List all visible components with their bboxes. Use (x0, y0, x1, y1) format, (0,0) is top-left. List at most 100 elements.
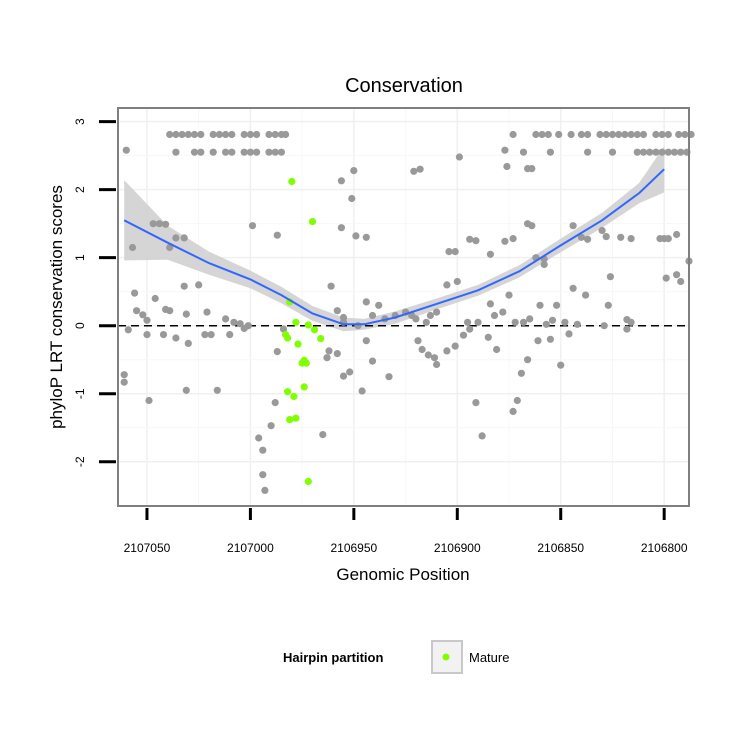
data-point (433, 308, 441, 316)
data-points (120, 130, 695, 494)
data-point (542, 320, 550, 328)
data-point (253, 148, 261, 156)
chart-title: Conservation (345, 75, 463, 97)
data-point (509, 407, 517, 415)
data-point (664, 148, 672, 156)
data-point (627, 318, 635, 326)
data-point (598, 226, 606, 235)
data-point (248, 222, 257, 230)
legend: Hairpin partition Mature (283, 640, 509, 674)
data-point (606, 273, 615, 281)
data-point (184, 130, 192, 139)
loess-smooth-line (123, 168, 665, 326)
data-point (350, 167, 358, 175)
data-point (124, 326, 132, 334)
data-point (584, 148, 592, 156)
y-axis: -2 -1 0 1 2 3 (73, 118, 116, 467)
data-point (354, 322, 362, 330)
mature-point (284, 388, 292, 396)
data-point (120, 378, 128, 386)
data-point (337, 224, 345, 232)
data-point (474, 318, 482, 326)
data-point (519, 318, 528, 326)
legend-title: Hairpin partition (283, 650, 383, 665)
mature-point (310, 326, 319, 334)
data-point (582, 291, 590, 299)
data-point (528, 165, 536, 173)
data-point (207, 331, 215, 339)
data-point (662, 274, 670, 282)
data-point (658, 148, 666, 156)
data-point (271, 399, 279, 407)
mature-point (308, 218, 317, 226)
data-point (259, 471, 267, 479)
data-point (639, 130, 648, 139)
data-point (143, 316, 151, 324)
data-point (222, 315, 230, 323)
x-axis: 2107050 2107000 2106950 2106900 2106850 21068… (124, 508, 688, 555)
data-point (319, 431, 327, 439)
data-point (172, 234, 180, 242)
data-point (143, 331, 151, 339)
data-point (197, 130, 205, 139)
data-point (162, 220, 170, 228)
data-point (182, 386, 190, 394)
data-point (505, 291, 513, 299)
data-point (513, 396, 521, 405)
data-point (509, 130, 517, 139)
data-point (459, 331, 468, 339)
data-point (368, 311, 377, 320)
data-point (658, 130, 666, 139)
data-point (453, 277, 461, 286)
data-point (178, 130, 186, 139)
data-point (184, 339, 192, 347)
data-point (412, 315, 420, 323)
data-point (333, 307, 341, 315)
data-point (540, 260, 548, 269)
data-point (426, 311, 434, 320)
mature-point (300, 383, 308, 391)
data-point (561, 318, 569, 326)
data-point (190, 148, 199, 156)
data-point (190, 130, 199, 139)
data-point (172, 334, 180, 342)
data-point (410, 167, 418, 175)
y-tick-label: 0 (73, 322, 87, 329)
data-point (166, 130, 174, 139)
data-point (569, 222, 577, 230)
data-point (652, 148, 660, 156)
data-point (422, 318, 430, 326)
data-point (573, 320, 581, 328)
data-point (267, 422, 275, 430)
data-point (472, 399, 480, 407)
data-point (259, 446, 267, 454)
data-point (555, 130, 563, 139)
x-tick-label: 2107000 (227, 541, 274, 555)
data-point (348, 194, 356, 203)
data-point (633, 130, 641, 139)
mature-point (292, 318, 300, 326)
data-point (532, 130, 540, 139)
data-point (584, 130, 592, 139)
data-point (509, 235, 517, 243)
data-point (646, 148, 654, 156)
data-point (443, 347, 451, 355)
data-point (273, 348, 281, 356)
data-point (159, 331, 168, 339)
data-point (486, 300, 494, 308)
data-point (149, 220, 157, 228)
data-point (375, 301, 383, 309)
data-point (133, 307, 141, 315)
mature-point (292, 414, 300, 422)
mature-point (304, 477, 312, 486)
data-point (534, 337, 542, 345)
data-point (337, 177, 345, 185)
data-point (209, 148, 217, 156)
data-point (277, 148, 285, 156)
data-point (664, 130, 672, 139)
mature-point (288, 177, 296, 186)
data-point (677, 277, 685, 286)
data-point (677, 148, 685, 156)
data-point (681, 130, 689, 139)
data-point (602, 233, 610, 241)
